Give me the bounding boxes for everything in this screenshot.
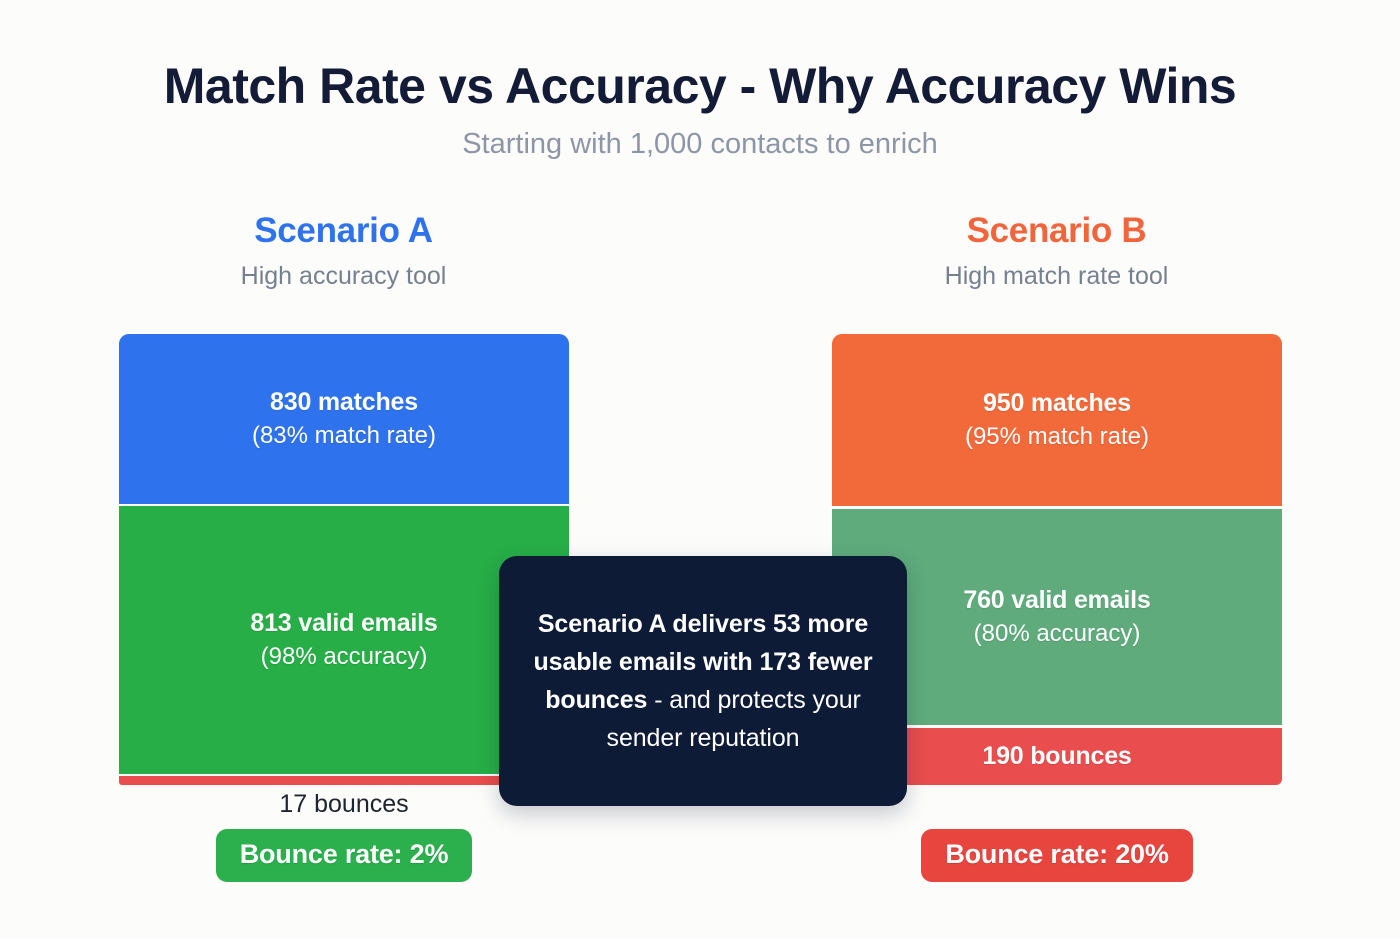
scenario-b-matches-value: 950 matches bbox=[983, 388, 1131, 417]
scenario-a-matches-value: 830 matches bbox=[270, 387, 418, 416]
scenario-comparison: Scenario A High accuracy tool 830 matche… bbox=[0, 210, 1400, 910]
scenario-a-matches-segment: 830 matches (83% match rate) bbox=[119, 334, 569, 506]
scenario-b-descriptor: High match rate tool bbox=[944, 262, 1169, 290]
scenario-a-matches-rate: (83% match rate) bbox=[251, 422, 437, 450]
scenario-a-stacked-bar: 830 matches (83% match rate) 813 valid e… bbox=[119, 334, 569, 785]
header: Match Rate vs Accuracy - Why Accuracy Wi… bbox=[0, 0, 1400, 161]
scenario-b-bounce-rate-badge: Bounce rate: 20% bbox=[921, 829, 1193, 882]
insight-callout-bold: Scenario A delivers 53 more usable email… bbox=[533, 609, 873, 715]
scenario-b-bounce-segment: 190 bounces bbox=[832, 728, 1282, 785]
scenario-b-title: Scenario B bbox=[966, 211, 1147, 250]
scenario-b-valid-segment: 760 valid emails (80% accuracy) bbox=[832, 509, 1282, 725]
scenario-a-title: Scenario A bbox=[254, 211, 433, 250]
scenario-b-pill-row: Bounce rate: 20% bbox=[832, 829, 1282, 882]
page-title: Match Rate vs Accuracy - Why Accuracy Wi… bbox=[163, 58, 1237, 114]
scenario-a-valid-accuracy: (98% accuracy) bbox=[260, 643, 428, 671]
scenario-a-pill-row: Bounce rate: 2% bbox=[119, 829, 569, 882]
scenario-a-bounce-segment bbox=[119, 776, 569, 785]
scenario-a-valid-value: 813 valid emails bbox=[250, 608, 438, 637]
scenario-b-bounce-value: 190 bounces bbox=[982, 741, 1132, 770]
insight-callout-rest: - and protects your sender reputation bbox=[606, 686, 861, 753]
page-subtitle: Starting with 1,000 contacts to enrich bbox=[462, 128, 938, 160]
scenario-b-stacked-bar: 950 matches (95% match rate) 760 valid e… bbox=[832, 334, 1282, 785]
scenario-b-valid-accuracy: (80% accuracy) bbox=[973, 620, 1141, 648]
scenario-column-b: Scenario B High match rate tool 950 matc… bbox=[824, 210, 1289, 882]
scenario-b-matches-rate: (95% match rate) bbox=[964, 423, 1150, 451]
scenario-a-descriptor: High accuracy tool bbox=[240, 262, 447, 290]
scenario-b-matches-segment: 950 matches (95% match rate) bbox=[832, 334, 1282, 509]
scenario-column-a: Scenario A High accuracy tool 830 matche… bbox=[111, 210, 576, 882]
scenario-a-bounce-label: 17 bounces bbox=[279, 790, 409, 818]
scenario-a-valid-segment: 813 valid emails (98% accuracy) bbox=[119, 506, 569, 774]
scenario-b-valid-value: 760 valid emails bbox=[963, 585, 1151, 614]
insight-callout: Scenario A delivers 53 more usable email… bbox=[499, 556, 907, 806]
insight-callout-text: Scenario A delivers 53 more usable email… bbox=[525, 605, 881, 758]
scenario-a-bounce-rate-badge: Bounce rate: 2% bbox=[215, 829, 473, 882]
